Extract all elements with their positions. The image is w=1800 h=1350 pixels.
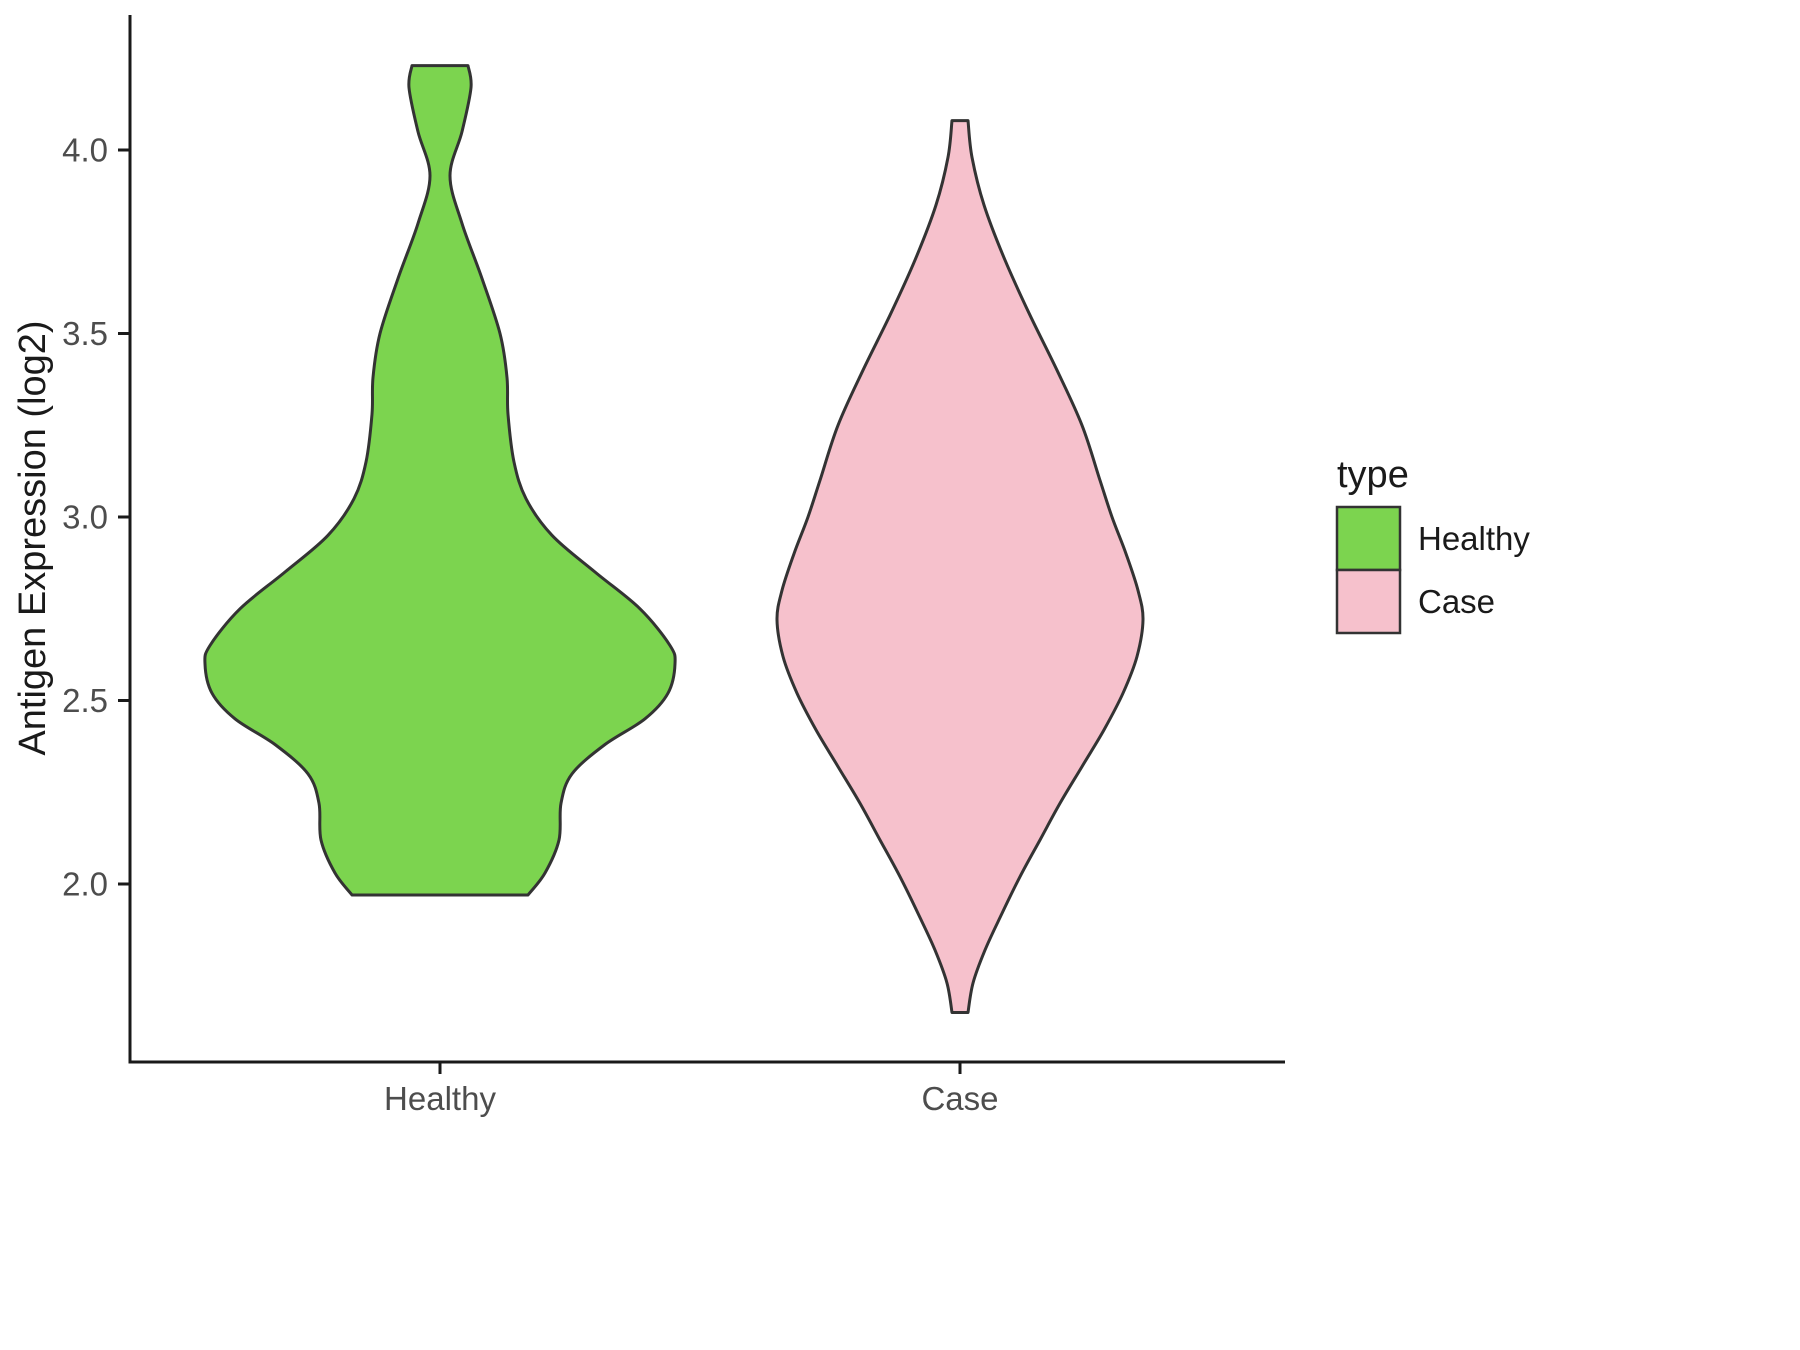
violins-group [203, 64, 1145, 1014]
y-tick-label: 3.5 [62, 315, 108, 352]
x-category-label-case: Case [921, 1080, 998, 1117]
legend-key-case [1335, 568, 1402, 635]
x-axis-ticks: Healthy Case [384, 1062, 999, 1117]
legend-key-healthy [1335, 505, 1402, 572]
violin-healthy [203, 64, 677, 897]
legend-entries: Healthy Case [1335, 505, 1530, 635]
legend-title: type [1337, 454, 1409, 496]
y-axis-title: Antigen Expression (log2) [12, 320, 54, 755]
legend-label-healthy: Healthy [1418, 520, 1530, 557]
x-category-label-healthy: Healthy [384, 1080, 496, 1117]
y-tick-label: 4.0 [62, 132, 108, 169]
legend: type Healthy Case [1335, 454, 1530, 635]
y-tick-label: 2.5 [62, 682, 108, 719]
y-tick-label: 3.0 [62, 499, 108, 536]
y-tick-label: 2.0 [62, 866, 108, 903]
legend-label-case: Case [1418, 583, 1495, 620]
violin-case [775, 119, 1145, 1014]
y-axis-ticks: 2.0 2.5 3.0 3.5 4.0 [62, 132, 130, 903]
